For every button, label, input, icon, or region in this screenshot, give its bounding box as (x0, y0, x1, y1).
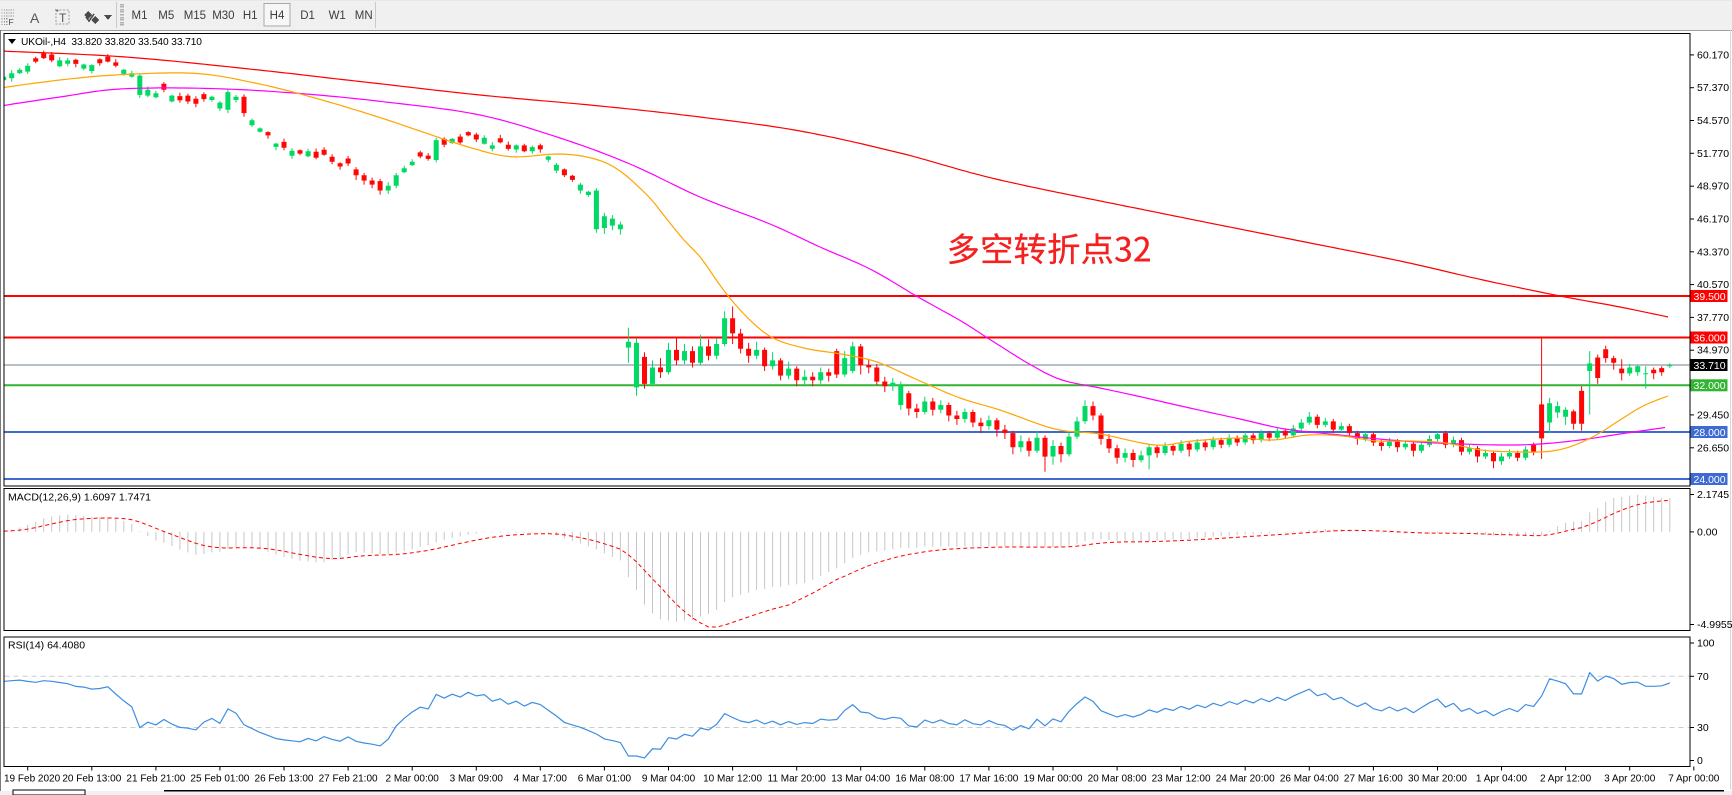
svg-text:3 Apr 20:00: 3 Apr 20:00 (1604, 774, 1656, 785)
svg-text:16 Mar 08:00: 16 Mar 08:00 (895, 774, 954, 785)
svg-text:27 Feb 21:00: 27 Feb 21:00 (319, 774, 378, 785)
svg-text:2.1745: 2.1745 (1697, 489, 1729, 501)
svg-text:48.970: 48.970 (1697, 181, 1729, 193)
svg-text:9 Mar 04:00: 9 Mar 04:00 (642, 774, 696, 785)
svg-text:51.770: 51.770 (1697, 148, 1729, 160)
svg-text:26 Feb 13:00: 26 Feb 13:00 (255, 774, 314, 785)
svg-text:7 Apr 00:00: 7 Apr 00:00 (1668, 774, 1720, 785)
svg-text:17 Mar 16:00: 17 Mar 16:00 (959, 774, 1018, 785)
svg-text:43.370: 43.370 (1697, 246, 1729, 258)
svg-text:40.570: 40.570 (1697, 279, 1729, 291)
svg-text:46.170: 46.170 (1697, 214, 1729, 226)
svg-text:4 Mar 17:00: 4 Mar 17:00 (514, 774, 568, 785)
svg-text:24.000: 24.000 (1694, 474, 1726, 486)
svg-text:100: 100 (1697, 638, 1715, 650)
svg-text:70: 70 (1697, 671, 1709, 683)
svg-text:19 Feb 2020: 19 Feb 2020 (4, 774, 61, 785)
svg-text:26.650: 26.650 (1697, 442, 1729, 454)
svg-text:30 Mar 20:00: 30 Mar 20:00 (1408, 774, 1467, 785)
svg-text:10 Mar 12:00: 10 Mar 12:00 (703, 774, 762, 785)
svg-text:M5: M5 (158, 10, 174, 22)
svg-text:MN: MN (355, 10, 373, 22)
svg-text:19 Mar 00:00: 19 Mar 00:00 (1024, 774, 1083, 785)
svg-text:1 Apr 04:00: 1 Apr 04:00 (1476, 774, 1528, 785)
svg-text:20 Feb 13:00: 20 Feb 13:00 (62, 774, 121, 785)
svg-text:13 Mar 04:00: 13 Mar 04:00 (831, 774, 890, 785)
svg-text:27 Mar 16:00: 27 Mar 16:00 (1344, 774, 1403, 785)
svg-text:-4.9955: -4.9955 (1697, 619, 1732, 631)
svg-text:M15: M15 (184, 10, 206, 22)
svg-text:W1: W1 (329, 10, 346, 22)
svg-text:T: T (59, 11, 67, 25)
svg-text:20 Mar 08:00: 20 Mar 08:00 (1088, 774, 1147, 785)
svg-text:UKOil-,H4 33.820 33.820 33.54: UKOil-,H4 33.820 33.820 33.540 33.710 (21, 37, 202, 48)
svg-text:3 Mar 09:00: 3 Mar 09:00 (450, 774, 504, 785)
svg-text:M1: M1 (132, 10, 148, 22)
svg-text:32.000: 32.000 (1694, 380, 1726, 392)
svg-text:21 Feb 21:00: 21 Feb 21:00 (126, 774, 185, 785)
svg-text:57.370: 57.370 (1697, 82, 1729, 94)
svg-text:30: 30 (1697, 722, 1709, 734)
svg-text:H4: H4 (270, 10, 285, 22)
svg-text:H1: H1 (243, 10, 258, 22)
svg-text:11 Mar 20:00: 11 Mar 20:00 (768, 774, 827, 785)
svg-text:A: A (30, 10, 40, 26)
svg-text:54.570: 54.570 (1697, 115, 1729, 127)
svg-text:60.170: 60.170 (1697, 49, 1729, 61)
svg-text:26 Mar 04:00: 26 Mar 04:00 (1280, 774, 1339, 785)
svg-text:28.000: 28.000 (1694, 427, 1726, 439)
svg-text:F: F (9, 17, 14, 27)
svg-text:24 Mar 20:00: 24 Mar 20:00 (1216, 774, 1275, 785)
svg-text:25 Feb 01:00: 25 Feb 01:00 (190, 774, 249, 785)
svg-text:37.770: 37.770 (1697, 312, 1729, 324)
svg-text:0.00: 0.00 (1697, 526, 1718, 538)
svg-text:MACD(12,26,9) 1.6097 1.7471: MACD(12,26,9) 1.6097 1.7471 (8, 492, 151, 504)
svg-text:39.500: 39.500 (1694, 291, 1726, 303)
svg-text:RSI(14) 64.4080: RSI(14) 64.4080 (8, 640, 85, 652)
svg-text:2 Mar 00:00: 2 Mar 00:00 (386, 774, 440, 785)
svg-text:36.000: 36.000 (1694, 332, 1726, 344)
svg-text:D1: D1 (300, 10, 315, 22)
svg-text:0: 0 (1697, 755, 1703, 767)
svg-text:6 Mar 01:00: 6 Mar 01:00 (578, 774, 632, 785)
svg-text:29.450: 29.450 (1697, 409, 1729, 421)
svg-text:33.710: 33.710 (1694, 360, 1726, 372)
svg-text:M30: M30 (212, 10, 234, 22)
svg-text:34.970: 34.970 (1697, 345, 1729, 357)
svg-text:2 Apr 12:00: 2 Apr 12:00 (1540, 774, 1592, 785)
svg-text:23 Mar 12:00: 23 Mar 12:00 (1152, 774, 1211, 785)
